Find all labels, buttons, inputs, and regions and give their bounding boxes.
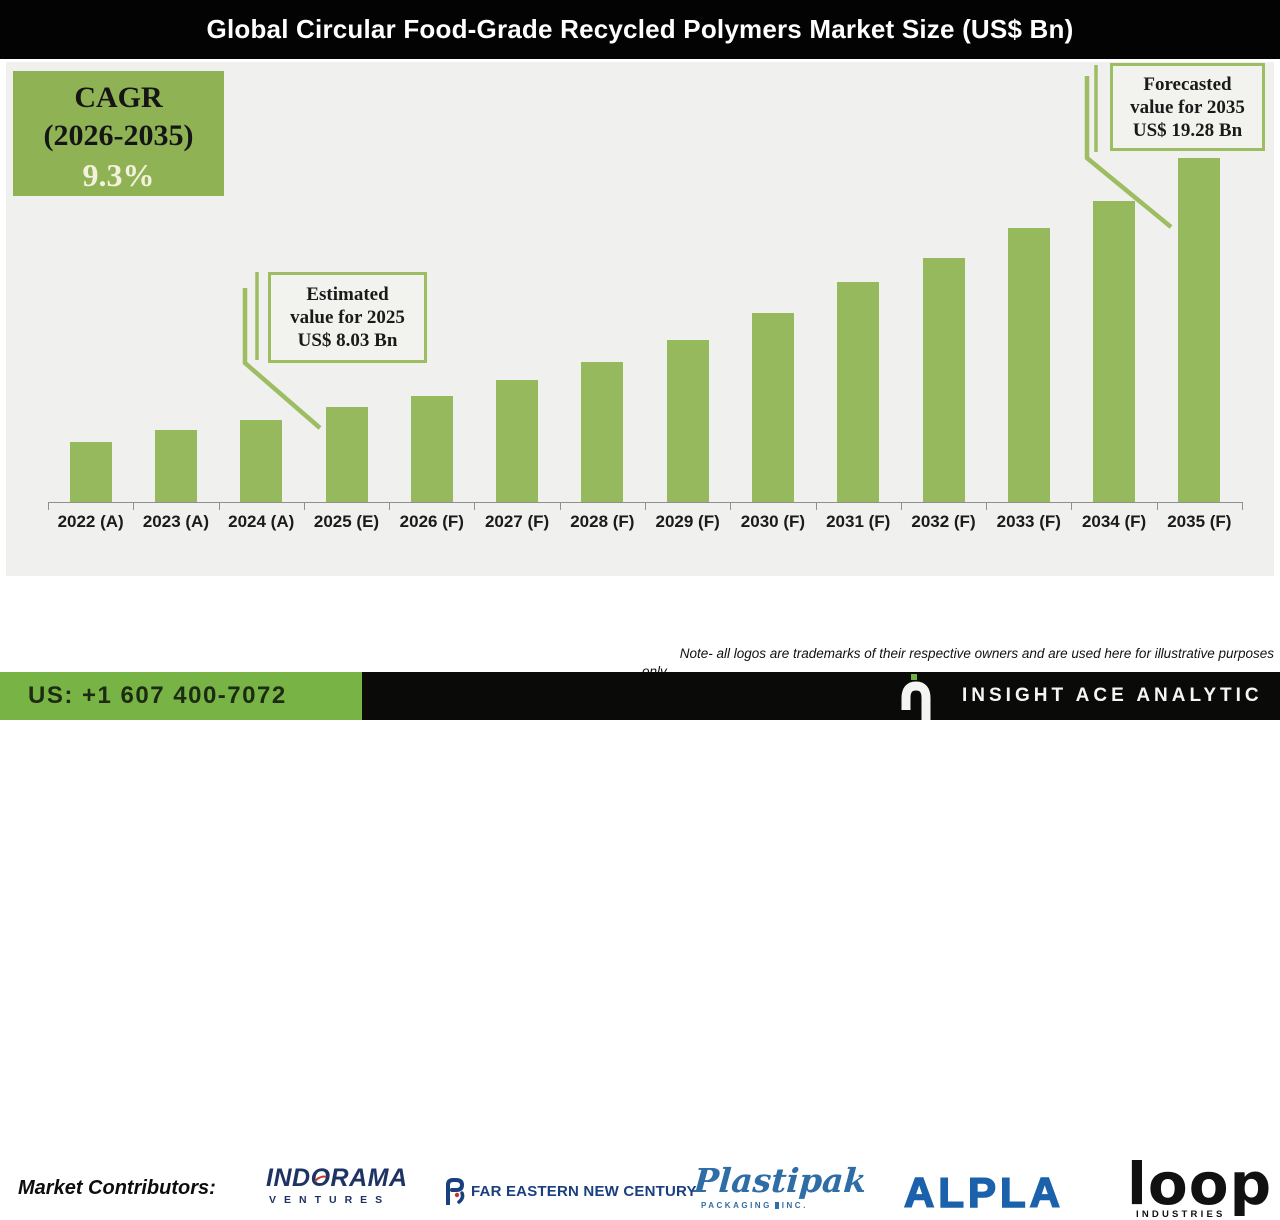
page-title: Global Circular Food-Grade Recycled Poly… bbox=[206, 14, 1074, 44]
estimated-value-callout: Estimated value for 2025 US$ 8.03 Bn bbox=[268, 272, 427, 363]
estimated-callout-line1: Estimated bbox=[306, 284, 389, 305]
x-axis-label: 2029 (F) bbox=[655, 512, 720, 531]
phone-number: US: +1 607 400-7072 bbox=[28, 682, 287, 709]
x-axis-label: 2034 (F) bbox=[1081, 512, 1147, 531]
bar bbox=[496, 380, 539, 502]
x-axis-tick bbox=[900, 502, 902, 510]
bar bbox=[837, 282, 880, 502]
x-axis-tick bbox=[133, 502, 135, 510]
x-axis-label: 2033 (F) bbox=[996, 512, 1061, 531]
x-axis-label: 2032 (F) bbox=[911, 512, 976, 531]
bar bbox=[751, 313, 794, 502]
forecasted-callout-line1: Forecasted bbox=[1143, 74, 1232, 95]
indorama-wordmark: INDORAMA bbox=[266, 1165, 408, 1191]
cagr-value: 9.3% bbox=[82, 157, 155, 193]
chart-panel: CAGR (2026-2035) 9.3% 2022 (A) 2023 (A) 20… bbox=[6, 62, 1274, 576]
x-axis-tick bbox=[559, 502, 561, 510]
x-axis-tick bbox=[1156, 502, 1158, 510]
x-axis-label: 2024 (A) bbox=[228, 512, 295, 531]
bar bbox=[581, 362, 624, 502]
indorama-ventures-logo: INDORAMA VENTURES bbox=[266, 1165, 408, 1206]
bar bbox=[1178, 158, 1221, 502]
insight-ace-analytic-brand: INSIGHT ACE ANALYTIC bbox=[962, 685, 1263, 706]
x-axis-label: 2027 (F) bbox=[484, 512, 550, 531]
x-axis-tick bbox=[645, 502, 646, 510]
x-axis-label: 2028 (F) bbox=[570, 512, 635, 531]
x-axis-tick bbox=[474, 502, 476, 510]
estimated-callout-line2: value for 2025 bbox=[290, 307, 405, 328]
phone-badge: US: +1 607 400-7072 bbox=[0, 672, 362, 720]
x-axis-tick bbox=[730, 502, 732, 510]
plastipak-inc-text: INC. bbox=[781, 1201, 808, 1210]
bar bbox=[410, 396, 453, 502]
plastipak-logo: Plastipak PACKAGING INC. bbox=[692, 1161, 868, 1210]
market-contributors-label: Market Contributors: bbox=[18, 1177, 216, 1199]
x-axis-tick bbox=[389, 502, 391, 510]
estimated-callout-value: US$ 8.03 Bn bbox=[297, 330, 398, 351]
x-axis-tick bbox=[218, 502, 220, 510]
forecasted-callout-value: US$ 19.28 Bn bbox=[1132, 120, 1243, 141]
plastipak-square-icon bbox=[774, 1202, 779, 1209]
bar bbox=[922, 258, 965, 502]
indorama-text-post: RAMA bbox=[330, 1164, 408, 1192]
bar bbox=[325, 407, 368, 502]
x-axis-tick bbox=[48, 502, 49, 510]
x-axis-tick bbox=[815, 502, 817, 510]
plastipak-wordmark: Plastipak bbox=[692, 1161, 868, 1200]
x-axis-tick bbox=[303, 502, 305, 510]
bar bbox=[240, 420, 283, 502]
cagr-period: (2026-2035) bbox=[43, 119, 194, 152]
insight-ace-logo-icon bbox=[901, 674, 931, 720]
x-axis-tick bbox=[1071, 502, 1073, 510]
bar bbox=[69, 442, 112, 502]
x-axis-label: 2025 (E) bbox=[313, 512, 380, 531]
x-axis-tick bbox=[986, 502, 988, 510]
loop-industries-logo: loop INDUSTRIES bbox=[1127, 1150, 1273, 1220]
forecasted-value-callout: Forecasted value for 2035 US$ 19.28 Bn bbox=[1110, 63, 1265, 151]
cagr-badge: CAGR (2026-2035) 9.3% bbox=[13, 71, 224, 196]
cagr-label: CAGR bbox=[74, 81, 163, 114]
x-axis-label: 2022 (A) bbox=[57, 512, 124, 531]
indorama-globe-o-icon: O bbox=[310, 1164, 331, 1192]
far-eastern-monogram-icon bbox=[446, 1178, 465, 1205]
trademark-note: Note- all logos are trademarks of their … bbox=[679, 646, 1274, 661]
loop-industries-sub: INDUSTRIES bbox=[1136, 1209, 1226, 1220]
footer-bar: US: +1 607 400-7072 INSIGHT ACE ANALYTIC bbox=[0, 672, 1280, 720]
x-axis-label: 2035 (F) bbox=[1167, 512, 1232, 531]
alpla-logo: ALPLA bbox=[903, 1169, 1064, 1216]
title-bar: Global Circular Food-Grade Recycled Poly… bbox=[0, 0, 1280, 59]
x-axis-tick bbox=[1242, 502, 1243, 510]
plastipak-packaging-text: PACKAGING bbox=[701, 1201, 772, 1210]
indorama-ventures-sub: VENTURES bbox=[269, 1194, 391, 1206]
forecasted-callout-line2: value for 2035 bbox=[1130, 97, 1245, 118]
x-axis-label: 2030 (F) bbox=[740, 512, 806, 531]
bar bbox=[666, 340, 709, 502]
bar bbox=[1093, 201, 1136, 502]
far-eastern-new-century-logo: FAR EASTERN NEW CENTURY bbox=[471, 1183, 697, 1200]
x-axis-label: 2023 (A) bbox=[142, 512, 209, 531]
bar bbox=[1007, 228, 1050, 502]
x-axis-label: 2031 (F) bbox=[826, 512, 891, 531]
x-axis-label: 2026 (F) bbox=[399, 512, 464, 531]
indorama-text-pre: IND bbox=[266, 1164, 311, 1192]
loop-wordmark: loop bbox=[1127, 1150, 1273, 1218]
bar bbox=[154, 430, 197, 502]
plastipak-packaging-sub: PACKAGING INC. bbox=[694, 1201, 866, 1210]
